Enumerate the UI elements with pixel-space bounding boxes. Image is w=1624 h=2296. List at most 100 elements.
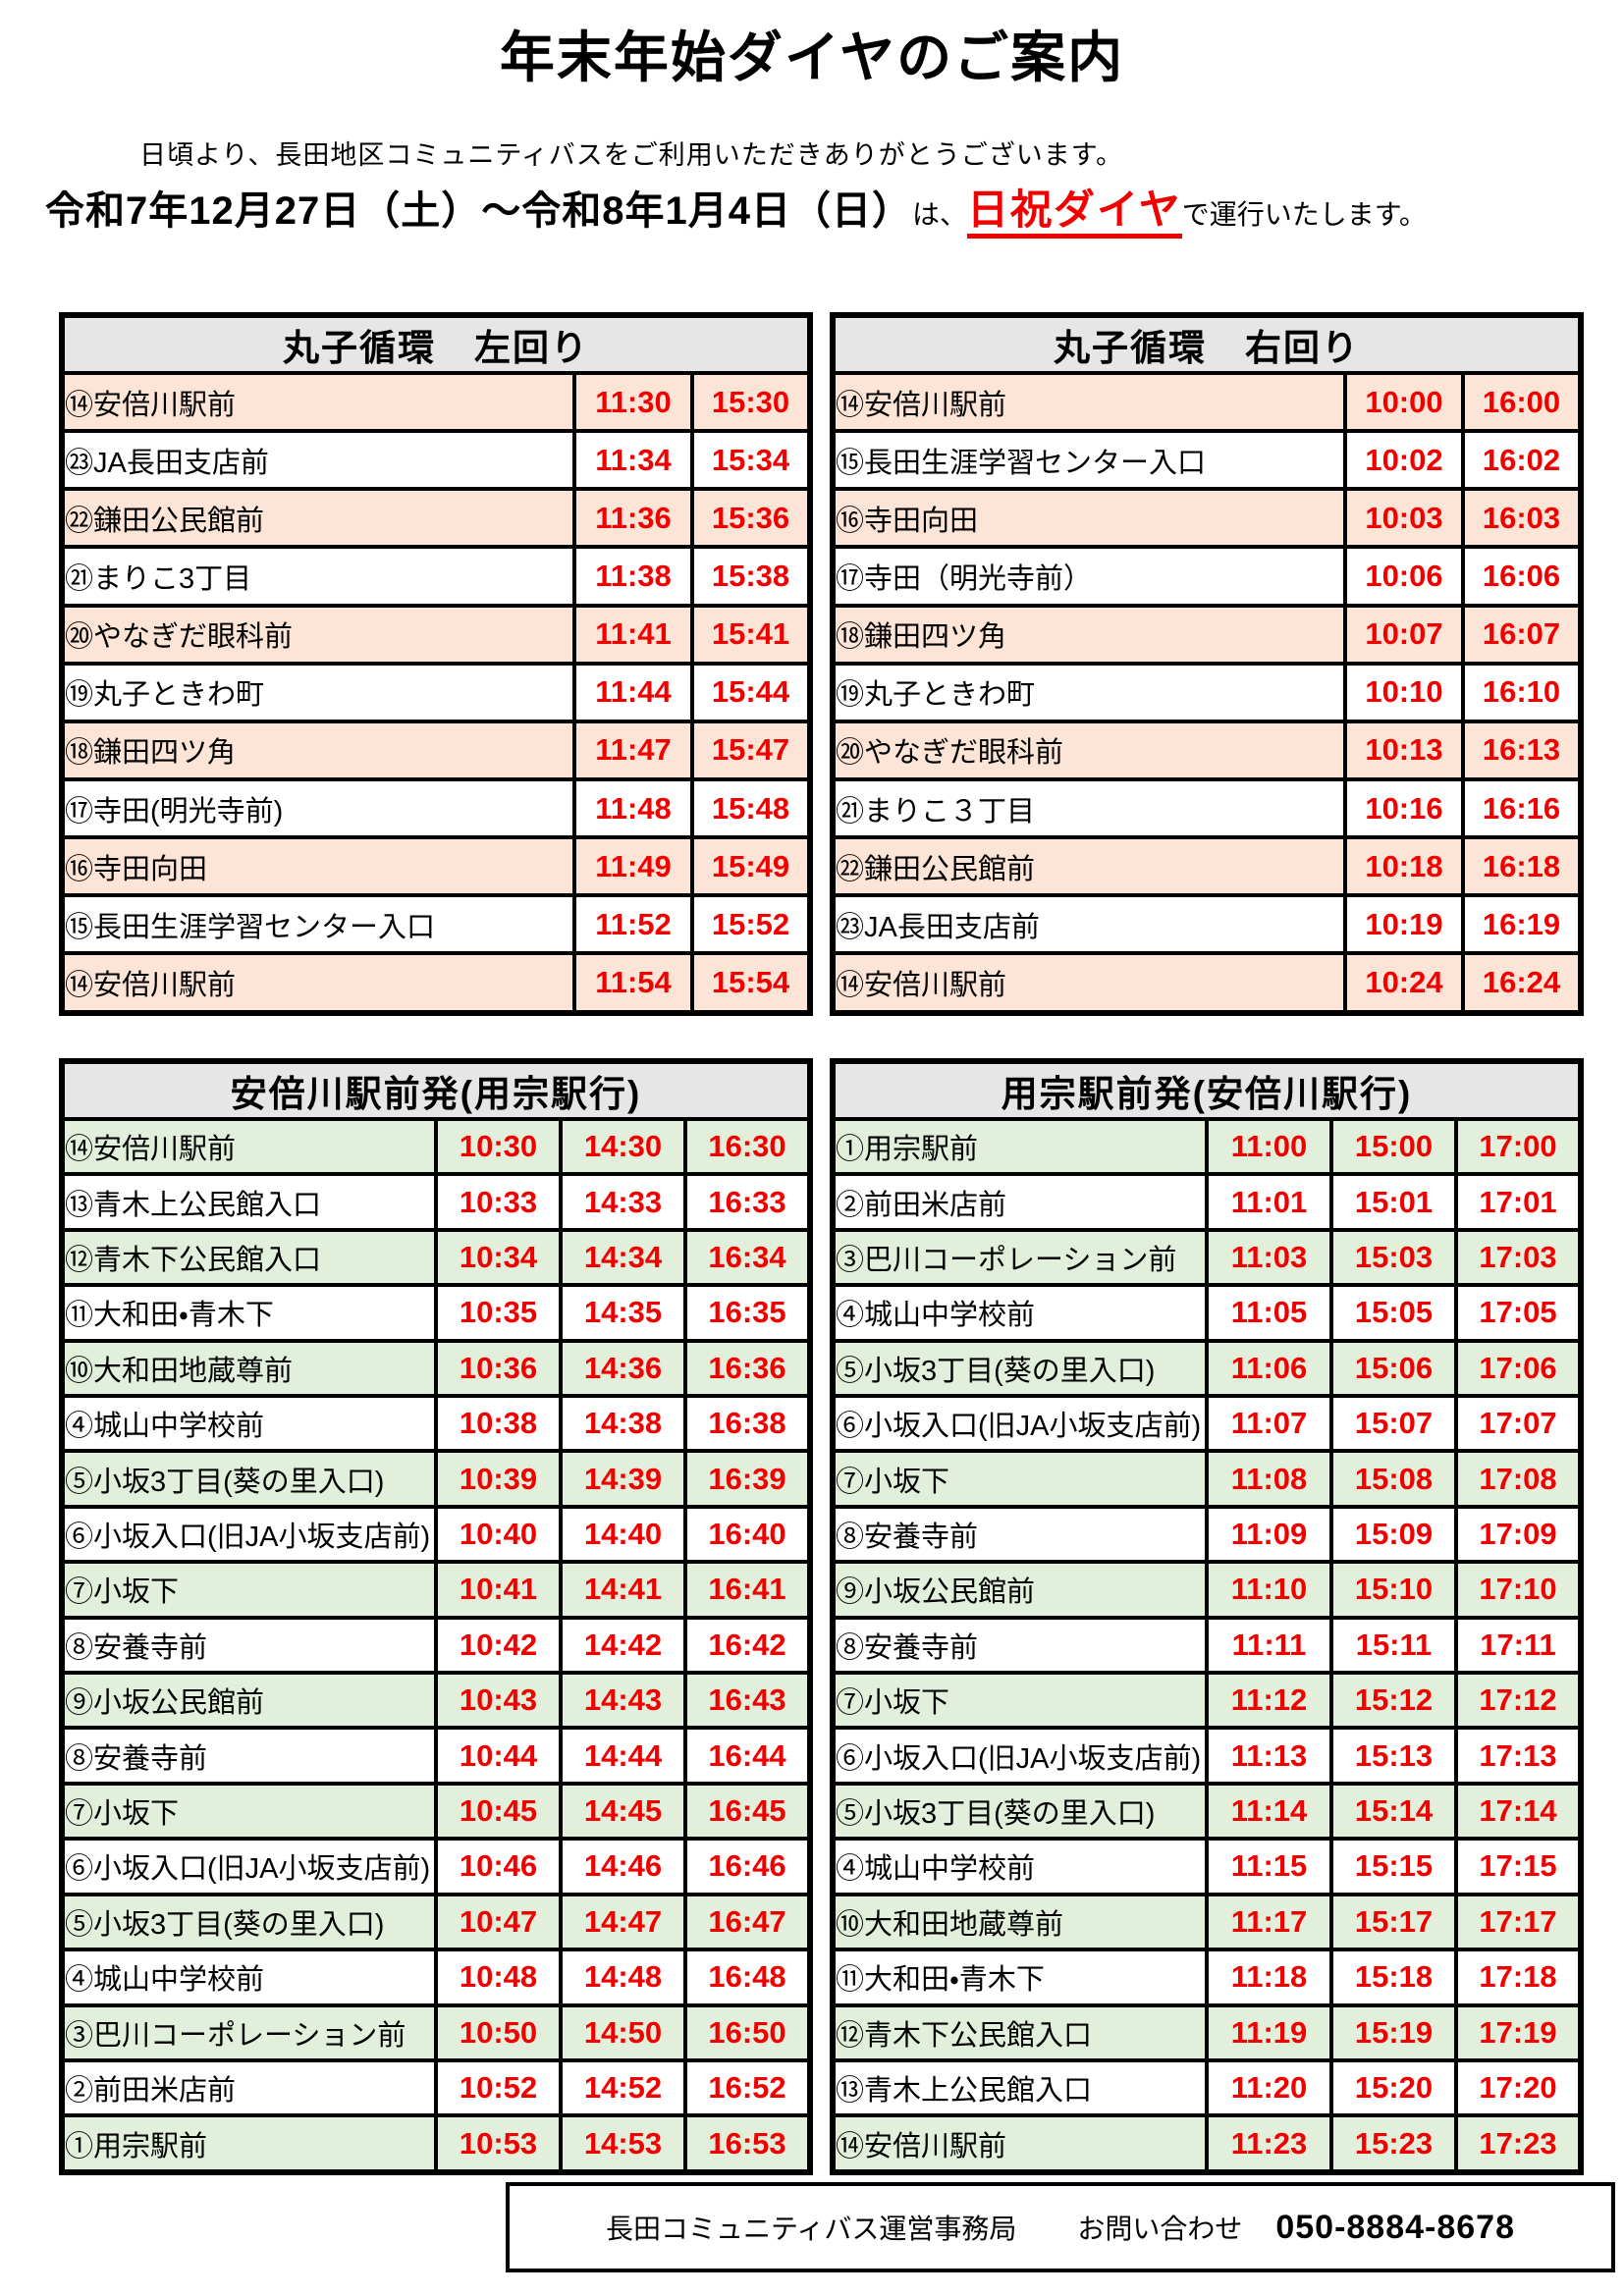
table-row: ⑳やなぎだ眼科前 10:13 16:13 <box>831 719 1584 781</box>
time-cell: 16:53 <box>683 2113 812 2174</box>
time-cell: 14:50 <box>559 2002 687 2062</box>
time-cell: 14:53 <box>559 2113 687 2174</box>
time-cell: 16:38 <box>683 1394 812 1454</box>
time-cell: 15:19 <box>1329 2002 1458 2062</box>
time-cell: 14:33 <box>559 1172 687 1232</box>
time-cell: 11:10 <box>1205 1560 1333 1620</box>
table-row: ⑧安養寺前 10:44 14:44 16:44 <box>60 1726 812 1786</box>
timetable: 安倍川駅前発(用宗駅行) ⑭安倍川駅前 10:30 14:30 16:30 ⑬青木上公民館… <box>59 1058 813 2175</box>
time-cell: 15:13 <box>1329 1726 1458 1786</box>
stop-name-cell: ④城山中学校前 <box>60 1394 438 1454</box>
stop-name-cell: ⑳やなぎだ眼科前 <box>60 603 576 666</box>
time-cell: 16:24 <box>1460 951 1584 1015</box>
stop-name-cell: ⑮長田生涯学習センター入口 <box>831 429 1347 492</box>
time-cell: 17:18 <box>1454 1948 1583 2007</box>
table-row: ⑥小坂入口(旧JA小坂支店前) 11:07 15:07 17:07 <box>831 1394 1583 1454</box>
time-cell: 17:11 <box>1454 1615 1583 1676</box>
time-cell: 10:06 <box>1342 545 1465 608</box>
table-row: ⑪大和田・青木下 10:35 14:35 16:35 <box>60 1283 812 1343</box>
table-row: ⑰寺田（明光寺前） 10:06 16:06 <box>831 545 1584 608</box>
time-cell: 17:10 <box>1454 1560 1583 1620</box>
table-row: ⑤小坂3丁目(葵の里入口) 10:39 14:39 16:39 <box>60 1449 812 1509</box>
table-row: ⑧安養寺前 11:09 15:09 17:09 <box>831 1504 1583 1565</box>
table-row: ⑭安倍川駅前 11:30 15:30 <box>60 370 813 434</box>
stop-name-cell: ⑭安倍川駅前 <box>831 951 1347 1015</box>
time-cell: 14:52 <box>559 2057 687 2118</box>
time-cell: 16:35 <box>683 1283 812 1343</box>
table-header-row: 安倍川駅前発(用宗駅行) <box>60 1059 812 1121</box>
time-cell: 11:08 <box>1205 1449 1333 1509</box>
time-cell: 15:11 <box>1329 1615 1458 1676</box>
stop-name-cell: ⑤小坂3丁目(葵の里入口) <box>60 1892 438 1952</box>
time-cell: 16:43 <box>683 1671 812 1731</box>
time-cell: 15:41 <box>689 603 813 666</box>
table-row: ⑱鎌田四ツ角 10:07 16:07 <box>831 603 1584 666</box>
time-cell: 11:48 <box>571 776 694 840</box>
table-row: ⑤小坂3丁目(葵の里入口) 10:47 14:47 16:47 <box>60 1892 812 1952</box>
time-cell: 10:00 <box>1342 370 1465 434</box>
time-cell: 11:13 <box>1205 1726 1333 1786</box>
table-row: ㉒鎌田公民館前 10:18 16:18 <box>831 835 1584 898</box>
time-cell: 10:38 <box>434 1394 563 1454</box>
time-cell: 10:42 <box>434 1615 563 1676</box>
timetable: 丸子循環 左回り ⑭安倍川駅前 11:30 15:30 ㉓JA長田支店前 11:34 15:… <box>59 312 813 1016</box>
time-cell: 15:36 <box>689 487 813 550</box>
stop-name-cell: ⑰寺田（明光寺前） <box>831 545 1347 608</box>
time-cell: 11:07 <box>1205 1394 1333 1454</box>
table-header-row: 丸子循環 左回り <box>60 313 812 375</box>
holiday-schedule-highlight: 日祝ダイヤ <box>966 187 1182 239</box>
greeting-text: 日頃より、長田地区コミュニティバスをご利用いただきありがとうございます。 <box>139 140 1124 170</box>
time-cell: 10:39 <box>434 1449 563 1509</box>
table-row: ⑨小坂公民館前 11:10 15:10 17:10 <box>831 1560 1583 1620</box>
time-cell: 16:39 <box>683 1449 812 1509</box>
time-cell: 14:34 <box>559 1227 687 1288</box>
table-row: ⑭安倍川駅前 10:24 16:24 <box>831 951 1584 1015</box>
timetable: 丸子循環 右回り ⑭安倍川駅前 10:00 16:00 ⑮長田生涯学習センター入口 10:… <box>830 312 1584 1016</box>
stop-name-cell: ㉓JA長田支店前 <box>60 429 576 492</box>
stop-name-cell: ⑩大和田地蔵尊前 <box>831 1892 1209 1952</box>
stop-name-cell: ⑨小坂公民館前 <box>60 1671 438 1731</box>
table-title: 丸子循環 左回り <box>60 313 812 375</box>
table-row: ⑦小坂下 11:08 15:08 17:08 <box>831 1449 1583 1509</box>
table-row: ㉓JA長田支店前 10:19 16:19 <box>831 893 1584 956</box>
time-cell: 10:41 <box>434 1560 563 1620</box>
time-cell: 10:24 <box>1342 951 1465 1015</box>
time-cell: 10:52 <box>434 2057 563 2118</box>
table-row: ③巴川コーポレーション前 10:50 14:50 16:50 <box>60 2002 812 2062</box>
table-row: ⑱鎌田四ツ角 11:47 15:47 <box>60 719 813 781</box>
table-row: ④城山中学校前 10:48 14:48 16:48 <box>60 1948 812 2007</box>
time-cell: 15:10 <box>1329 1560 1458 1620</box>
time-cell: 15:03 <box>1329 1227 1458 1288</box>
time-cell: 16:00 <box>1460 370 1584 434</box>
time-cell: 14:41 <box>559 1560 687 1620</box>
table-row: ①用宗駅前 10:53 14:53 16:53 <box>60 2113 812 2174</box>
time-cell: 16:47 <box>683 1892 812 1952</box>
time-cell: 10:18 <box>1342 835 1465 898</box>
table-row: ⑲丸子ときわ町 10:10 16:10 <box>831 661 1584 723</box>
table-row: ⑭安倍川駅前 10:30 14:30 16:30 <box>60 1116 812 1177</box>
time-cell: 10:19 <box>1342 893 1465 956</box>
time-cell: 16:36 <box>683 1338 812 1399</box>
time-cell: 11:14 <box>1205 1781 1333 1842</box>
time-cell: 11:54 <box>571 951 694 1015</box>
time-cell: 15:09 <box>1329 1504 1458 1565</box>
time-cell: 16:07 <box>1460 603 1584 666</box>
time-cell: 15:05 <box>1329 1283 1458 1343</box>
time-cell: 17:07 <box>1454 1394 1583 1454</box>
time-cell: 17:03 <box>1454 1227 1583 1288</box>
table-row: ⑫青木下公民館入口 10:34 14:34 16:34 <box>60 1227 812 1288</box>
time-cell: 16:10 <box>1460 661 1584 723</box>
time-cell: 11:49 <box>571 835 694 898</box>
table-row: ②前田米店前 10:52 14:52 16:52 <box>60 2057 812 2118</box>
stop-name-cell: ⑳やなぎだ眼科前 <box>831 719 1347 781</box>
timetable: 用宗駅前発(安倍川駅行) ①用宗駅前 11:00 15:00 17:00 ②前田米店前 11… <box>830 1058 1584 2175</box>
table-row: ⑬青木上公民館入口 11:20 15:20 17:20 <box>831 2057 1583 2118</box>
stop-name-cell: ④城山中学校前 <box>831 1283 1209 1343</box>
table-row: ⑳やなぎだ眼科前 11:41 15:41 <box>60 603 813 666</box>
table-row: ③巴川コーポレーション前 11:03 15:03 17:03 <box>831 1227 1583 1288</box>
table-row: ⑯寺田向田 11:49 15:49 <box>60 835 813 898</box>
stop-name-cell: ⑦小坂下 <box>60 1781 438 1842</box>
table-row: ㉑まりこ３丁目 10:16 16:16 <box>831 776 1584 840</box>
stop-name-cell: ⑭安倍川駅前 <box>60 1116 438 1177</box>
time-cell: 16:30 <box>683 1116 812 1177</box>
